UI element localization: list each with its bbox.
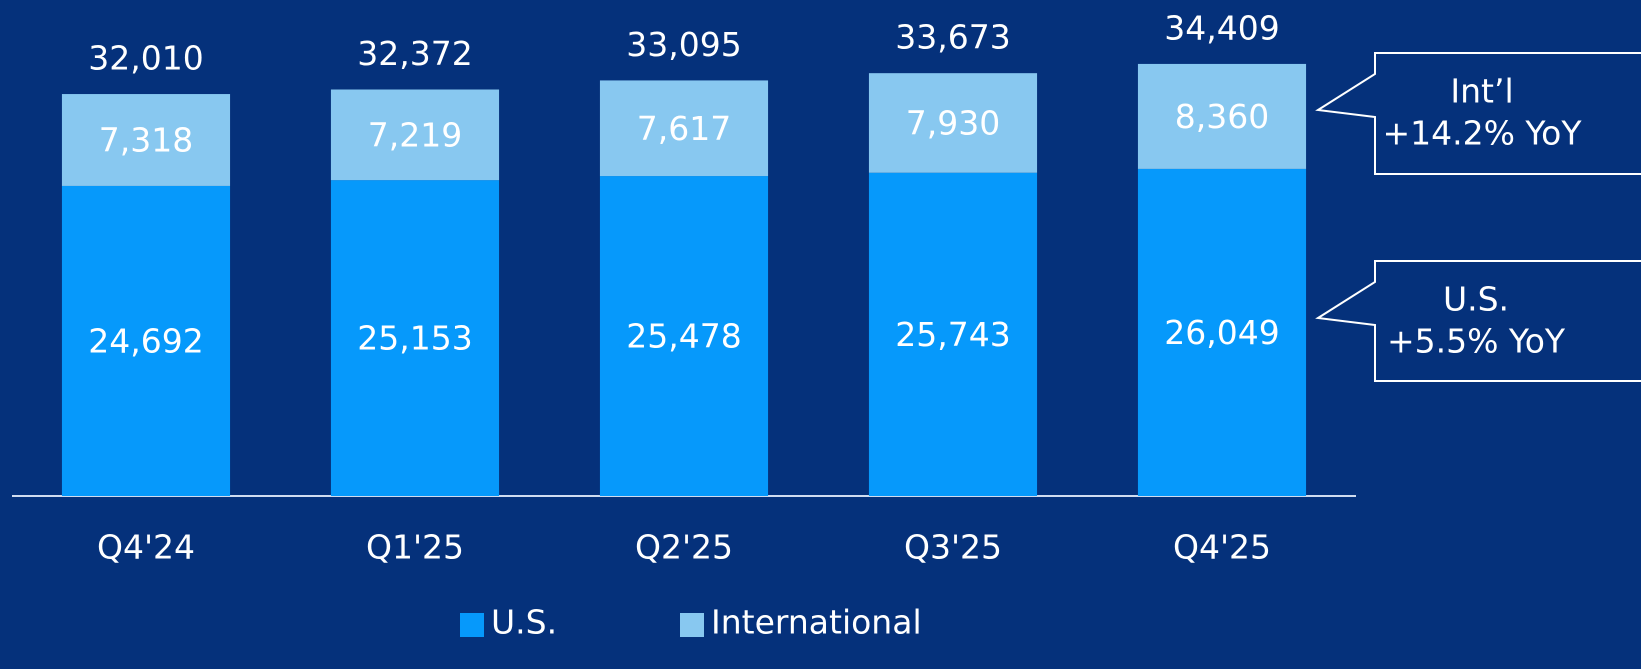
total-label: 33,095 bbox=[626, 25, 741, 64]
legend-label: International bbox=[711, 603, 922, 642]
x-tick-label: Q4'25 bbox=[1173, 528, 1271, 567]
callout-box bbox=[1315, 52, 1641, 175]
annotation: Int’l bbox=[1450, 72, 1513, 111]
value-label: 24,692 bbox=[88, 321, 203, 360]
bar-segment bbox=[868, 73, 1038, 173]
value-label: 25,743 bbox=[895, 315, 1010, 354]
bar-segment bbox=[599, 80, 769, 177]
x-tick-label: Q4'24 bbox=[97, 528, 195, 567]
value-label: 7,318 bbox=[99, 120, 193, 159]
annotation: U.S. bbox=[1443, 280, 1509, 319]
value-label: 8,360 bbox=[1175, 97, 1269, 136]
annotation: +14.2% YoY bbox=[1382, 114, 1582, 153]
value-label: 7,617 bbox=[637, 109, 731, 148]
x-tick-label: Q2'25 bbox=[635, 528, 733, 567]
bar-segment bbox=[330, 89, 500, 181]
legend-swatch bbox=[680, 613, 704, 637]
bar-segment bbox=[61, 185, 231, 497]
bar-segment bbox=[599, 176, 769, 496]
annotation: +5.5% YoY bbox=[1387, 322, 1566, 361]
legend-label: U.S. bbox=[491, 603, 557, 642]
bar-segment bbox=[1137, 63, 1307, 169]
callout-box bbox=[1315, 260, 1641, 382]
bar-segment bbox=[868, 172, 1038, 496]
value-label: 25,153 bbox=[357, 319, 472, 358]
x-tick-label: Q1'25 bbox=[366, 528, 464, 567]
bar-segment bbox=[61, 94, 231, 186]
total-label: 33,673 bbox=[895, 18, 1010, 57]
total-label: 34,409 bbox=[1164, 8, 1279, 47]
legend-swatch bbox=[460, 613, 484, 637]
value-label: 7,930 bbox=[906, 103, 1000, 142]
bar-segment bbox=[1137, 168, 1307, 497]
total-label: 32,372 bbox=[357, 34, 472, 73]
total-label: 32,010 bbox=[88, 39, 203, 78]
bar-segment bbox=[330, 180, 500, 497]
value-label: 26,049 bbox=[1164, 313, 1279, 352]
value-label: 7,219 bbox=[368, 115, 462, 154]
value-label: 25,478 bbox=[626, 317, 741, 356]
x-tick-label: Q3'25 bbox=[904, 528, 1002, 567]
